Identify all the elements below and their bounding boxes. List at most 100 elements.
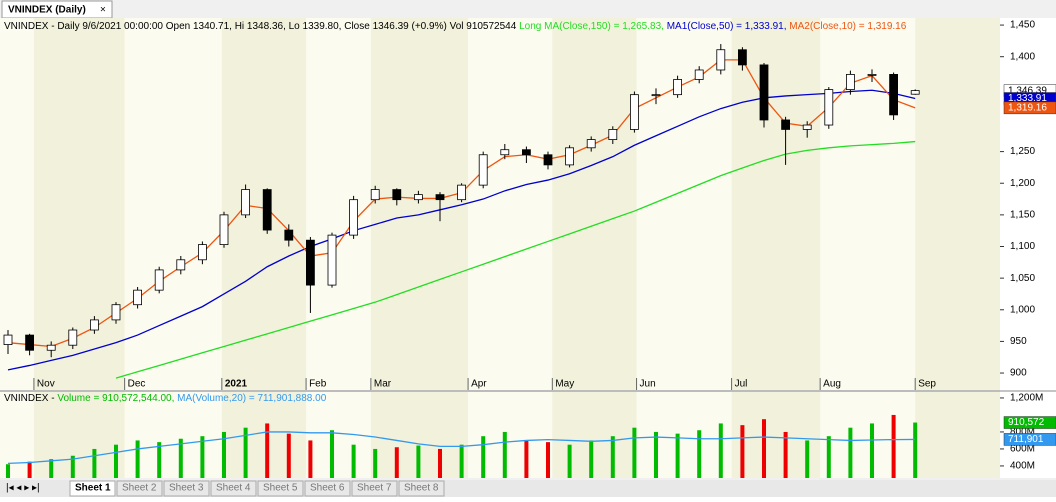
volume-bar (178, 438, 183, 478)
volume-bar (416, 445, 421, 478)
candle-body (305, 239, 315, 286)
sheet-tab[interactable] (69, 480, 116, 497)
month-band (915, 392, 1000, 478)
volume-bar (913, 422, 918, 478)
sheet-tab-label: Sheet 3 (169, 483, 204, 494)
volume-bar (394, 447, 399, 478)
y-tick-label: 1,200 (1010, 178, 1035, 189)
x-tick-label: Dec (128, 379, 146, 390)
volume-bar (632, 427, 637, 478)
candle-body (392, 189, 402, 201)
sheet-tab[interactable] (398, 480, 445, 497)
volume-bar (308, 440, 313, 478)
volume-bar (891, 414, 896, 478)
volume-bar (6, 464, 10, 478)
candle-body (846, 74, 855, 90)
volume-bar (805, 440, 810, 478)
sheet-tab[interactable] (304, 480, 351, 497)
value-tag-label: 711,901 (1008, 434, 1044, 445)
x-tick-label: Feb (309, 379, 327, 390)
candle-body (25, 334, 35, 351)
candle-body (694, 69, 704, 80)
candle-body (738, 49, 747, 66)
doc-tab-title: VNINDEX (Daily) (8, 5, 86, 16)
candle-body (522, 149, 531, 156)
volume-pane (0, 392, 1000, 478)
x-tick-label: May (555, 379, 574, 390)
month-band (552, 18, 637, 390)
value-tag-label: 1,319.16 (1008, 102, 1047, 113)
candle-body (370, 189, 380, 201)
month-band (552, 392, 637, 478)
volume-bar (675, 433, 680, 478)
x-tick-label: Jul (735, 379, 748, 390)
candle-body (716, 49, 726, 71)
ma-line (115, 140, 916, 379)
candle-body (543, 154, 553, 166)
candle-body (586, 139, 596, 149)
y-tick-label: 1,200M (1010, 393, 1043, 404)
header-part: MA2(Close,10) = 1,319.16 (789, 21, 906, 32)
candle-body (781, 119, 790, 130)
candle-body (673, 79, 682, 96)
value-tag (1003, 416, 1056, 429)
sheet-tab[interactable] (257, 480, 304, 497)
candle-body (133, 289, 143, 306)
volume-bar (826, 436, 831, 478)
sheet-tab-label: Sheet 1 (75, 483, 111, 494)
volume-bar (610, 436, 615, 478)
volume-bar (524, 440, 529, 478)
month-band (370, 18, 469, 390)
volume-bar (718, 423, 723, 478)
volume-bar (222, 431, 226, 478)
nav-arrows[interactable]: |◂ ◂ ▸ ▸| (6, 483, 40, 494)
volume-bar (265, 423, 270, 478)
volume-bar (502, 431, 507, 478)
candle-body (759, 64, 769, 121)
y-tick-label: 1,000 (1010, 304, 1035, 315)
y-tick-label: 800M (1010, 427, 1035, 438)
candle-body (111, 304, 121, 321)
volume-bar (740, 425, 745, 478)
volume-bar (762, 419, 766, 478)
sheet-tab-label: Sheet 4 (216, 483, 251, 494)
y-tick-label: 400M (1010, 461, 1035, 472)
volume-bar (697, 430, 702, 478)
sheet-tab-label: Sheet 5 (263, 483, 298, 494)
candle-body (630, 94, 639, 130)
volume-ma-line (7, 431, 916, 465)
sheet-tab[interactable] (163, 480, 210, 497)
volume-bar (70, 455, 75, 478)
candle-body (68, 329, 78, 346)
volume-bar (92, 448, 97, 478)
y-tick-label: 1,450 (1010, 20, 1035, 31)
sheet-tab[interactable] (351, 480, 398, 497)
sheet-tab[interactable] (116, 480, 163, 497)
sheet-tab-label: Sheet 2 (122, 483, 157, 494)
volume-bar (783, 431, 788, 478)
x-tick-label: Nov (37, 379, 55, 390)
close-icon[interactable]: × (100, 5, 106, 16)
sheet-tab-label: Sheet 8 (404, 483, 439, 494)
candle-body (219, 214, 229, 246)
pane-header: VNINDEX - Daily 9/6/2021 00:00:00 Open 1… (4, 21, 907, 32)
volume-bar (27, 461, 32, 478)
candle-body (349, 199, 359, 236)
price-pane (0, 18, 1000, 390)
y-tick-label: 1,100 (1010, 241, 1035, 252)
sheet-tab[interactable] (210, 480, 257, 497)
y-tick-label: 600M (1010, 444, 1035, 455)
value-tag-label: 1,346.39 (1008, 85, 1047, 96)
candle-body (651, 94, 661, 97)
value-tag (1003, 433, 1056, 446)
volume-bar (157, 442, 162, 478)
month-band (33, 392, 125, 478)
candle-body (478, 154, 488, 186)
candle-body (90, 319, 99, 331)
candle-body (46, 344, 56, 351)
candle-body (241, 189, 251, 216)
y-tick-label: 1,250 (1010, 146, 1035, 157)
header-part: MA(Volume,20) = 711,901,888.00 (177, 393, 327, 404)
candle-body (435, 194, 445, 201)
